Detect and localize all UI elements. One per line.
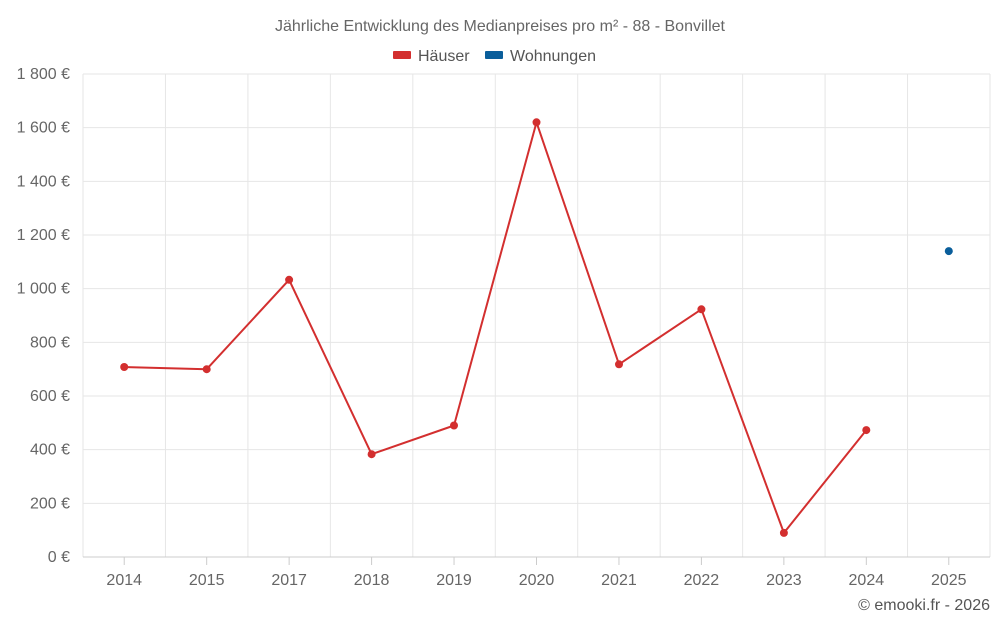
- grid: [82, 73, 991, 557]
- credit: © emooki.fr - 2026: [858, 597, 990, 614]
- data-point-haeuser-2015[interactable]: [202, 365, 211, 374]
- x-tick-label: 2015: [189, 572, 225, 589]
- data-point-haeuser-2018[interactable]: [367, 450, 376, 459]
- y-tick-label: 1 000 €: [17, 281, 70, 298]
- chart-title: Jährliche Entwicklung des Medianpreises …: [275, 18, 726, 35]
- legend-label-wohnungen: Wohnungen: [510, 48, 596, 65]
- legend-swatch-haeuser: [393, 51, 411, 59]
- y-tick-label: 600 €: [30, 388, 70, 405]
- y-tick-label: 1 400 €: [17, 173, 70, 190]
- y-tick-label: 200 €: [30, 495, 70, 512]
- x-axis: 2014 2015 2017 2018 2019 2020 2021 2022 2023 2024…: [83, 556, 990, 589]
- y-tick-label: 400 €: [30, 442, 70, 459]
- data-point-haeuser-2020[interactable]: [532, 118, 541, 127]
- data-point-haeuser-2024[interactable]: [862, 426, 871, 435]
- legend-item-haeuser[interactable]: Häuser: [393, 48, 470, 65]
- legend-swatch-wohnungen: [485, 51, 503, 59]
- x-tick-label: 2024: [849, 572, 885, 589]
- data-point-haeuser-2017[interactable]: [285, 275, 294, 284]
- y-tick-label: 800 €: [30, 334, 70, 351]
- x-tick-label: 2020: [519, 572, 555, 589]
- legend: Häuser Wohnungen: [393, 48, 596, 65]
- series-line-haeuser: [124, 121, 868, 534]
- y-axis: 0 € 200 € 400 € 600 € 800 € 1 000 € 1 200 € 1 4…: [17, 66, 70, 566]
- data-point-haeuser-2021[interactable]: [615, 360, 623, 369]
- data-point-wohnungen-2025[interactable]: [944, 247, 953, 256]
- data-point-haeuser-2019[interactable]: [450, 421, 458, 430]
- y-tick-label: 1 800 €: [17, 66, 70, 83]
- x-tick-label: 2014: [106, 572, 142, 589]
- x-tick-label: 2023: [766, 572, 802, 589]
- y-tick-label: 0 €: [48, 549, 70, 566]
- data-point-haeuser-2023[interactable]: [779, 528, 788, 537]
- y-tick-label: 1 600 €: [17, 120, 70, 137]
- x-tick-label: 2019: [436, 572, 472, 589]
- legend-label-haeuser: Häuser: [418, 48, 470, 65]
- y-tick-label: 1 200 €: [17, 227, 70, 244]
- x-tick-label: 2018: [354, 572, 390, 589]
- legend-item-wohnungen[interactable]: Wohnungen: [485, 48, 596, 65]
- x-tick-label: 2022: [684, 572, 720, 589]
- x-tick-label: 2017: [271, 572, 307, 589]
- x-tick-label: 2021: [601, 572, 637, 589]
- data-point-haeuser-2022[interactable]: [697, 305, 706, 314]
- data-point-haeuser-2014[interactable]: [120, 363, 129, 371]
- x-tick-label: 2025: [931, 572, 967, 589]
- series: [120, 118, 953, 537]
